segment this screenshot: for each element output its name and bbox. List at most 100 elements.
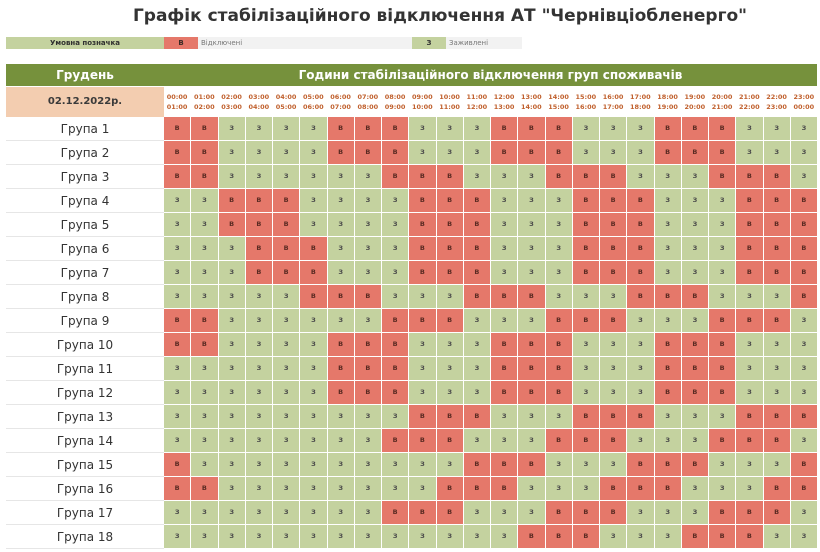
cell-on: З [518,237,546,260]
group-name: Група 2 [6,141,164,165]
cell-on: З [436,525,464,548]
cell-on: З [600,453,628,476]
cell-on: З [300,213,328,236]
cell-off: В [709,357,737,380]
time-slot-end: 12:00 [466,103,488,111]
cell-off: В [164,141,192,164]
cell-off: В [572,309,600,332]
cell-on: З [790,333,817,356]
cell-on: З [327,405,355,428]
time-slot-start: 05:00 [303,93,324,101]
legend-label: Умовна позначка [6,37,164,49]
cell-off: В [518,525,546,548]
cell-off: В [736,237,764,260]
group-name: Група 5 [6,213,164,237]
cell-on: З [191,357,219,380]
cell-on: З [491,189,519,212]
cell-off: В [245,189,273,212]
cell-on: З [327,501,355,524]
cell-on: З [354,429,382,452]
cell-off: В [327,141,355,164]
time-slot-start: 11:00 [466,93,488,101]
cell-on: З [463,357,491,380]
cell-off: В [736,261,764,284]
cell-off: В [382,117,410,140]
cell-on: З [409,333,437,356]
cell-on: З [273,309,301,332]
cell-on: З [191,237,219,260]
cell-on: З [354,309,382,332]
cell-on: З [763,453,791,476]
cell-on: З [273,117,301,140]
cell-off: В [654,117,682,140]
cell-on: З [436,357,464,380]
time-slot-start: 13:00 [521,93,542,101]
cell-on: З [627,357,655,380]
cell-off: В [545,501,573,524]
cell-on: З [436,381,464,404]
group-name: Група 17 [6,501,164,525]
cell-on: З [463,429,491,452]
cell-on: З [164,405,192,428]
cell-on: З [218,237,246,260]
cell-on: З [164,285,192,308]
time-slot: 22:00 23:00 [764,87,791,117]
cell-off: В [436,237,464,260]
cell-on: З [382,237,410,260]
cell-on: З [218,525,246,548]
group-name: Група 10 [6,333,164,357]
time-slot-start: 06:00 [330,93,351,101]
cell-off: В [382,141,410,164]
cell-on: З [572,357,600,380]
legend-on-swatch: З [412,37,446,49]
cell-off: В [763,309,791,332]
cell-off: В [681,285,709,308]
cell-on: З [518,165,546,188]
cell-on: З [681,405,709,428]
cell-off: В [491,357,519,380]
cell-on: З [572,141,600,164]
cell-on: З [763,381,791,404]
group-name: Група 9 [6,309,164,333]
cell-on: З [736,117,764,140]
cell-off: В [763,189,791,212]
cell-on: З [164,357,192,380]
cell-off: В [409,309,437,332]
time-slot-start: 20:00 [711,93,733,101]
cell-on: З [600,357,628,380]
cell-off: В [491,285,519,308]
cell-on: З [463,141,491,164]
cell-on: З [491,237,519,260]
cell-on: З [164,501,192,524]
cell-on: З [164,261,192,284]
cell-on: З [654,501,682,524]
time-slot-end: 21:00 [711,103,733,111]
cell-off: В [572,501,600,524]
cell-off: В [654,381,682,404]
legend-off-text: Відключені [198,37,412,49]
time-slot-end: 03:00 [221,103,242,111]
cell-on: З [382,189,410,212]
cell-off: В [709,333,737,356]
cell-off: В [627,261,655,284]
cell-on: З [218,477,246,500]
date-cell: 02.12.2022р. [6,87,164,117]
time-slot-start: 04:00 [275,93,297,101]
group-name: Група 11 [6,357,164,381]
cell-on: З [436,117,464,140]
cell-on: З [709,285,737,308]
group-name: Група 7 [6,261,164,285]
cell-on: З [300,501,328,524]
cell-on: З [218,405,246,428]
cell-on: З [409,357,437,380]
cell-on: З [218,285,246,308]
legend-off-swatch: В [164,37,198,49]
cell-off: В [436,501,464,524]
cell-on: З [790,141,817,164]
cell-off: В [463,405,491,428]
